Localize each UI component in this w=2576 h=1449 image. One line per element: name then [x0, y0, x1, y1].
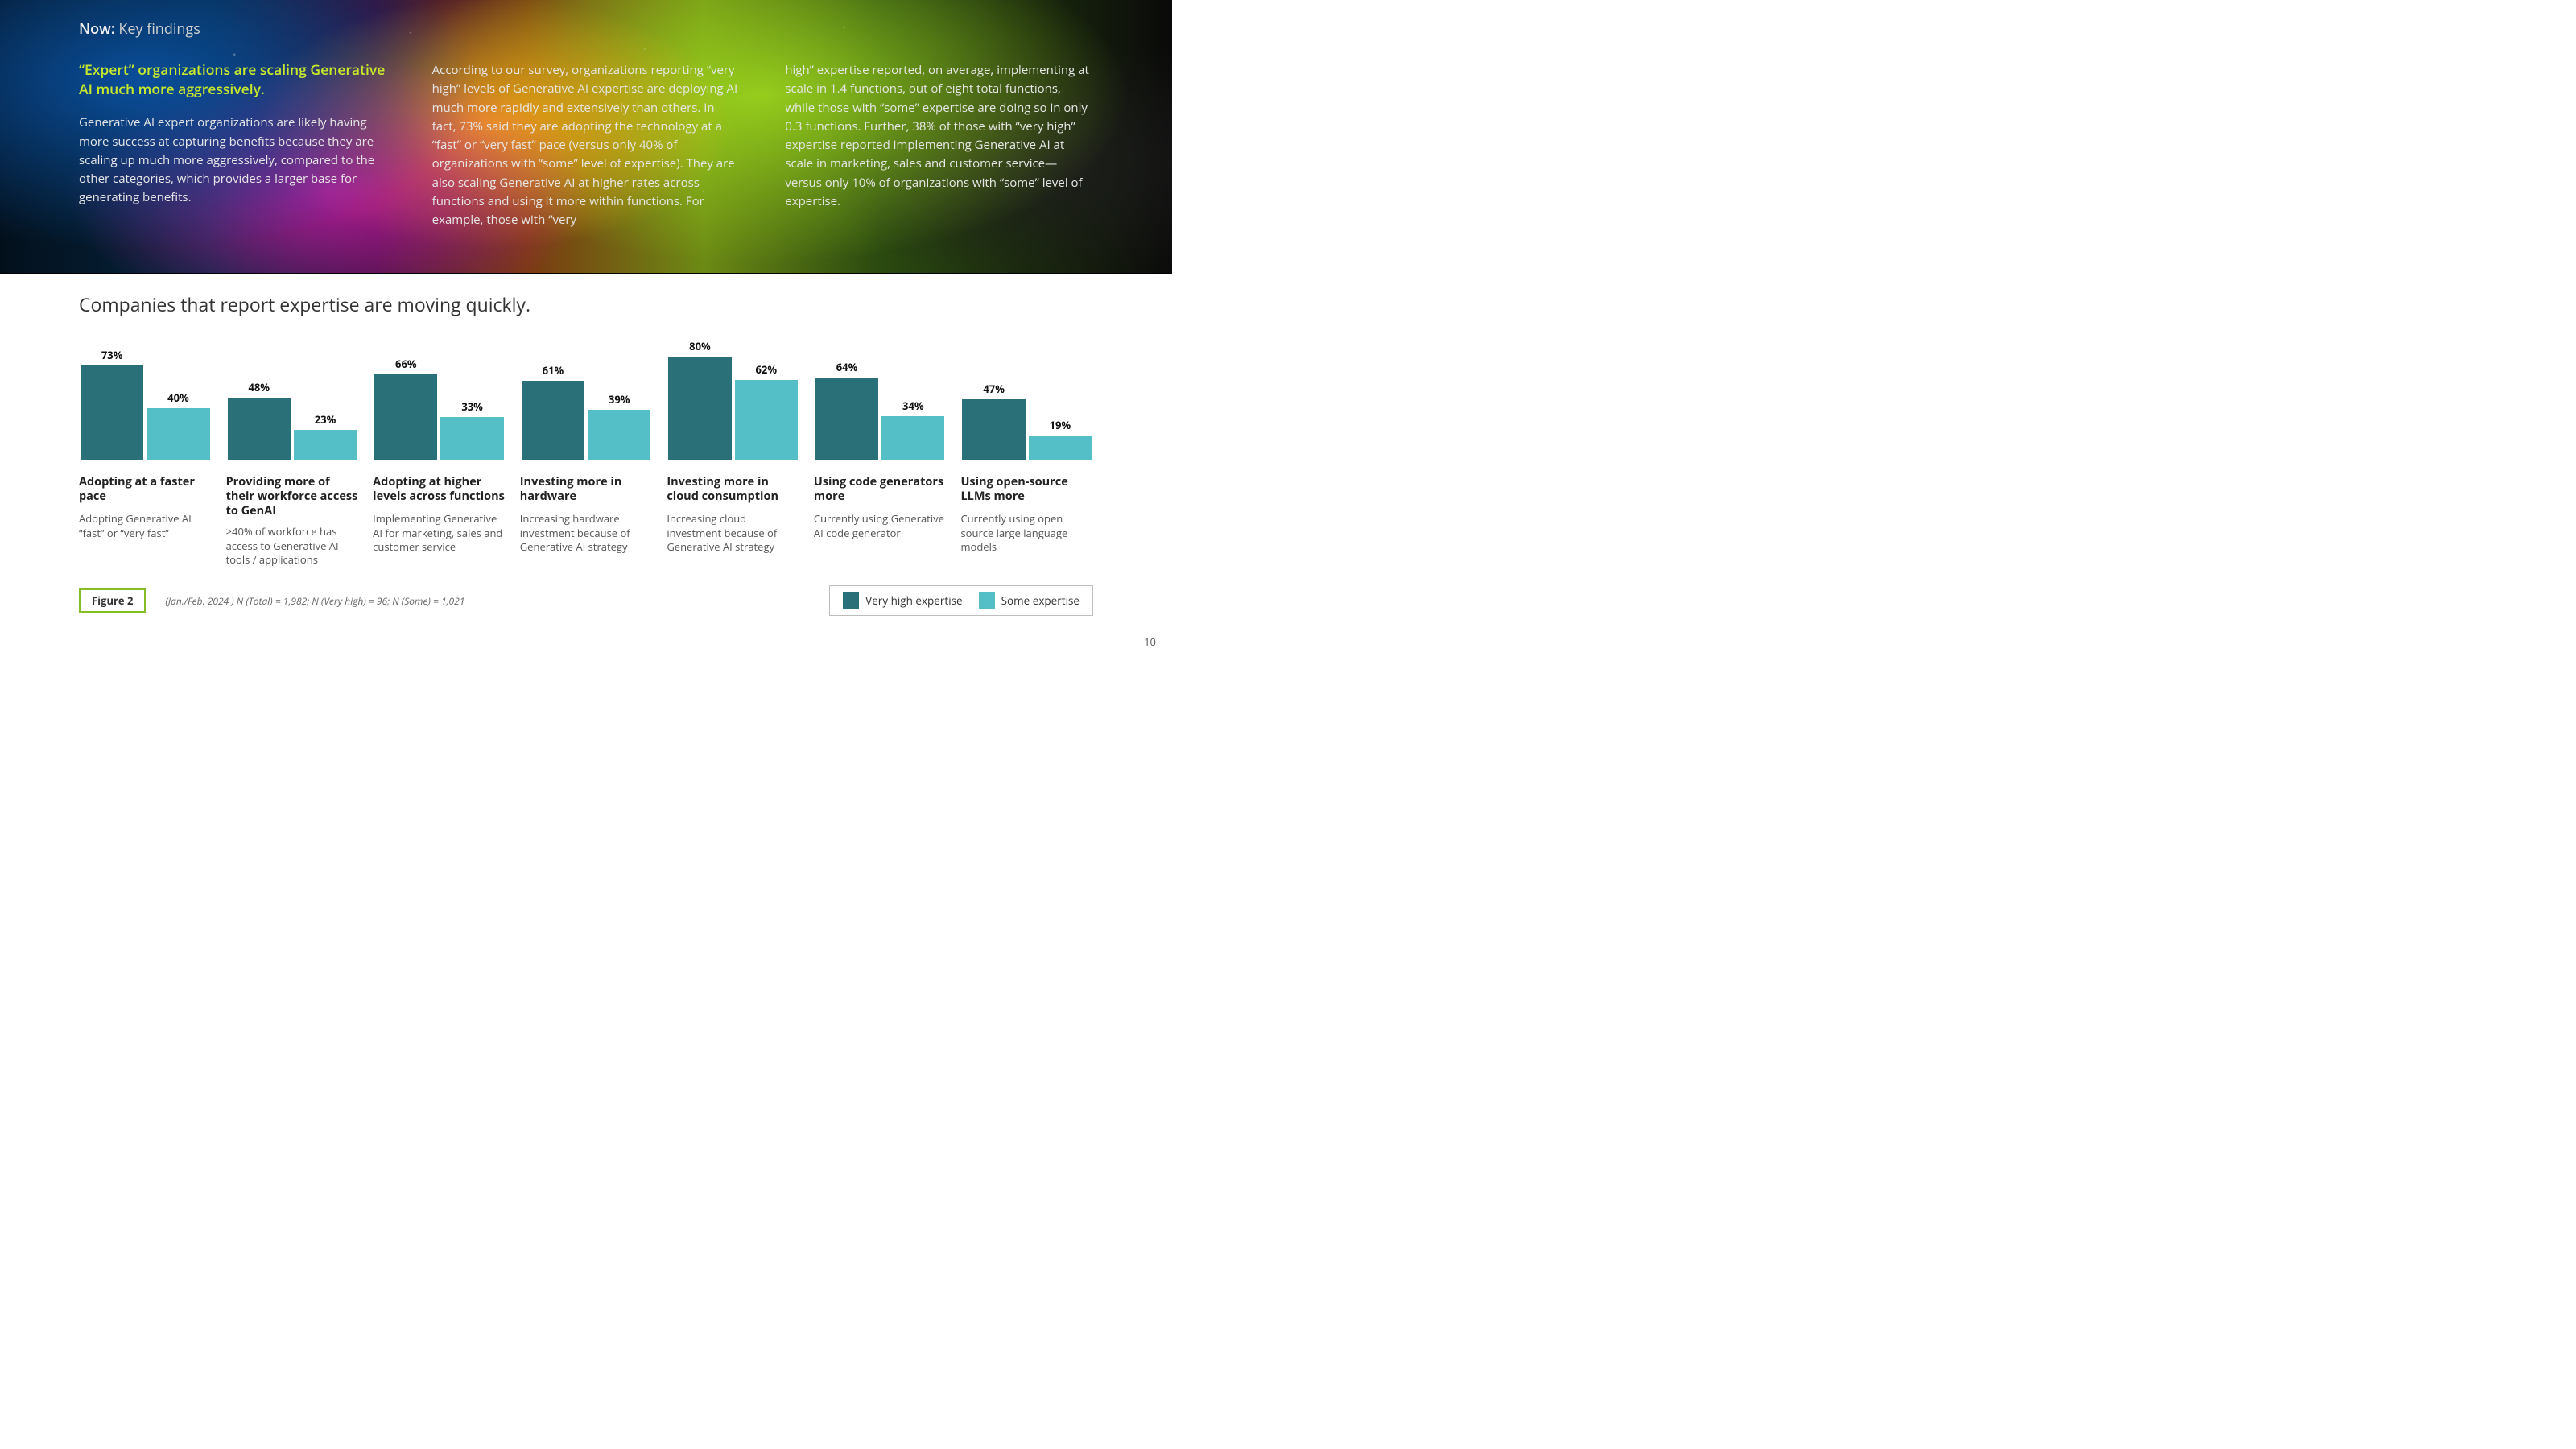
chart-groups: 73% 40% Adopting at a faster pace Adopting …: [79, 332, 1093, 568]
bar-value-label: 62%: [735, 362, 798, 380]
hero-col-2: According to our survey, organizations r…: [432, 61, 741, 229]
bar-value-label: 23%: [294, 412, 357, 430]
chart-group: 48%23% Providing more of their workforce …: [226, 332, 359, 568]
footer-row: Figure 2 (Jan./Feb. 2024 ) N (Total) = 1…: [0, 568, 1172, 616]
group-desc: Currently using Generative AI code gener…: [814, 512, 947, 540]
hero-col-1: “Expert” organizations are scaling Gener…: [79, 61, 387, 229]
bar-pair: 64% 34%: [814, 332, 947, 460]
chart-group: 66% 33% Adopting at higher levels across f…: [373, 332, 506, 568]
bar-value-label: 61%: [522, 363, 584, 381]
bar-value-label: 34%: [881, 398, 944, 416]
chart-group: 80%62% Investing more in cloud consumptio…: [667, 332, 799, 568]
eyebrow-bold: Now:: [79, 19, 115, 39]
bar-pair: 66% 33%: [373, 332, 506, 460]
bar-pair: 47% 19%: [960, 332, 1093, 460]
chart-group: 61%39% Investing more in hardware Increasi…: [520, 332, 653, 568]
figure-badge: Figure 2: [79, 588, 146, 613]
bar-value-label: 19%: [1029, 418, 1092, 436]
group-title: Adopting at a faster pace: [79, 475, 212, 506]
bar-pair: 48%23%: [226, 332, 359, 460]
eyebrow: Now: Key findings: [79, 19, 1093, 39]
group-title: Providing more of their workforce access…: [226, 475, 359, 518]
bar-value-label: 39%: [588, 392, 650, 410]
bar-value-label: 66%: [374, 357, 437, 374]
group-title: Using open-source LLMs more: [960, 475, 1093, 506]
chart-group: 73% 40% Adopting at a faster pace Adopting …: [79, 332, 212, 568]
swatch-some: [979, 592, 995, 609]
group-title: Adopting at higher levels across functio…: [373, 475, 506, 506]
legend-label-some: Some expertise: [1001, 593, 1080, 608]
bar-pair: 80%62%: [667, 332, 799, 460]
bar-value-label: 80%: [668, 339, 731, 357]
bar-value-label: 33%: [440, 399, 503, 417]
group-title: Investing more in cloud consumption: [667, 475, 799, 506]
group-desc: Increasing cloud investment because of G…: [667, 512, 799, 555]
eyebrow-rest: Key findings: [115, 19, 200, 39]
footer-note: (Jan./Feb. 2024 ) N (Total) = 1,982; N (…: [165, 594, 464, 608]
hero-headline: “Expert” organizations are scaling Gener…: [79, 61, 387, 99]
legend: Very high expertise Some expertise: [829, 585, 1093, 616]
bar-value-label: 73%: [80, 348, 143, 365]
legend-item-some: Some expertise: [979, 592, 1080, 609]
group-title: Investing more in hardware: [520, 475, 653, 506]
bar-value-label: 40%: [147, 390, 209, 408]
group-desc: >40% of workforce has access to Generati…: [226, 525, 359, 568]
bar-value-label: 48%: [228, 380, 291, 398]
hero-content: Now: Key findings “Expert” organizations…: [0, 0, 1172, 229]
group-title: Using code generators more: [814, 475, 947, 506]
group-desc: Adopting Generative AI “fast” or “very f…: [79, 512, 212, 540]
hero-col-3: high” expertise reported, on average, im…: [785, 61, 1093, 229]
legend-item-very-high: Very high expertise: [843, 592, 962, 609]
chart-group: 47% 19% Using open-source LLMs more Current…: [960, 332, 1093, 568]
chart-section: Companies that report expertise are movi…: [0, 274, 1172, 568]
group-desc: Increasing hardware investment because o…: [520, 512, 653, 555]
chart-title: Companies that report expertise are movi…: [79, 291, 1093, 317]
hero-banner: Now: Key findings “Expert” organizations…: [0, 0, 1172, 274]
bar-value-label: 64%: [815, 360, 878, 378]
bar-pair: 73% 40%: [79, 332, 212, 460]
hero-columns: “Expert” organizations are scaling Gener…: [79, 61, 1093, 229]
page-number: 10: [1144, 634, 1156, 649]
chart-group: 64% 34% Using code generators more Currentl…: [814, 332, 947, 568]
legend-label-very-high: Very high expertise: [865, 593, 962, 608]
group-desc: Implementing Generative AI for marketing…: [373, 512, 506, 555]
bar-value-label: 47%: [962, 382, 1025, 399]
group-desc: Currently using open source large langua…: [960, 512, 1093, 555]
hero-col1-text: Generative AI expert organizations are l…: [79, 114, 387, 207]
swatch-very-high: [843, 592, 859, 609]
bar-pair: 61%39%: [520, 332, 653, 460]
